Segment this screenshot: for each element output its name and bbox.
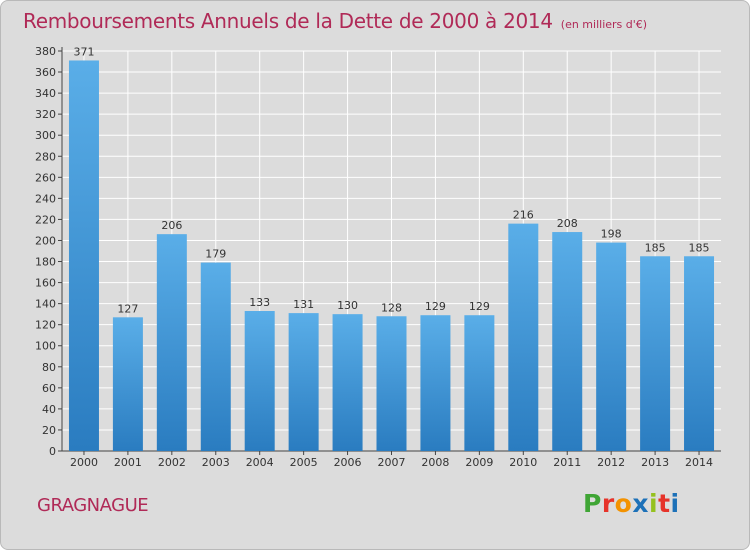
logo-letter: o [614, 489, 633, 518]
x-tick-label: 2011 [553, 456, 581, 469]
x-tick-label: 2008 [421, 456, 449, 469]
y-tick-label: 100 [35, 340, 56, 353]
bar [68, 60, 99, 451]
data-label: 206 [161, 219, 182, 232]
bar [244, 311, 275, 451]
logo-letter: x [632, 489, 649, 518]
bar [332, 314, 363, 451]
x-tick-label: 2010 [509, 456, 537, 469]
x-tick-label: 2005 [290, 456, 318, 469]
data-label: 185 [689, 241, 710, 254]
y-tick-label: 140 [35, 298, 56, 311]
logo-letter: P [583, 489, 602, 518]
chart-title: Remboursements Annuels de la Dette de 20… [23, 9, 553, 33]
y-tick-label: 220 [35, 213, 56, 226]
bar [420, 315, 451, 451]
data-label: 216 [513, 209, 534, 222]
y-tick-label: 40 [42, 403, 56, 416]
data-label: 133 [249, 296, 270, 309]
data-label: 179 [205, 248, 226, 261]
y-tick-label: 300 [35, 129, 56, 142]
y-tick-label: 60 [42, 382, 56, 395]
bar [552, 232, 583, 451]
data-label: 185 [645, 241, 666, 254]
data-label: 208 [557, 217, 578, 230]
data-label: 130 [337, 299, 358, 312]
y-tick-label: 360 [35, 66, 56, 79]
data-label: 128 [381, 301, 402, 314]
y-tick-label: 380 [35, 45, 56, 58]
chart-subtitle: (en milliers d'€) [560, 18, 648, 31]
x-tick-label: 2002 [158, 456, 186, 469]
bar [376, 316, 407, 451]
proxiti-logo[interactable]: Proxiti [583, 489, 680, 518]
bar [684, 256, 715, 451]
x-tick-label: 2000 [70, 456, 98, 469]
data-label: 198 [601, 228, 622, 241]
x-tick-label: 2007 [378, 456, 406, 469]
x-tick-label: 2003 [202, 456, 230, 469]
logo-letter: i [670, 489, 680, 518]
y-tick-label: 160 [35, 277, 56, 290]
y-tick-label: 80 [42, 361, 56, 374]
y-tick-label: 340 [35, 87, 56, 100]
y-tick-label: 240 [35, 192, 56, 205]
data-label: 129 [469, 300, 490, 313]
x-tick-label: 2006 [334, 456, 362, 469]
data-label: 131 [293, 298, 314, 311]
labels: 371 2000 127 2001 206 2002 179 2003 133 2004 131 20… [70, 45, 713, 469]
y-tick-label: 0 [49, 445, 56, 458]
x-tick-label: 2009 [465, 456, 493, 469]
logo-letter: t [658, 489, 671, 518]
x-tick-label: 2004 [246, 456, 274, 469]
y-tick-label: 200 [35, 234, 56, 247]
y-tick-label: 320 [35, 108, 56, 121]
y-tick-label: 260 [35, 171, 56, 184]
bar [640, 256, 671, 451]
y-tick-label: 180 [35, 256, 56, 269]
data-label: 129 [425, 300, 446, 313]
logo-letter: i [649, 489, 659, 518]
x-tick-label: 2001 [114, 456, 142, 469]
bar [464, 315, 495, 451]
logo-letter: r [601, 489, 615, 518]
bars [68, 60, 715, 451]
x-tick-label: 2012 [597, 456, 625, 469]
bar [596, 242, 627, 451]
data-label: 127 [117, 302, 138, 315]
y-tick-label: 280 [35, 150, 56, 163]
commune-name: GRAGNAGUE [37, 495, 149, 516]
bar [200, 262, 231, 451]
bar [288, 313, 319, 451]
y-tick-label: 20 [42, 424, 56, 437]
data-label: 371 [73, 45, 94, 58]
title-line: Remboursements Annuels de la Dette de 20… [23, 9, 647, 33]
y-tick-label: 120 [35, 319, 56, 332]
x-tick-label: 2013 [641, 456, 669, 469]
bar [508, 223, 539, 451]
bar [156, 234, 187, 451]
bar [112, 317, 143, 451]
x-tick-label: 2014 [685, 456, 713, 469]
